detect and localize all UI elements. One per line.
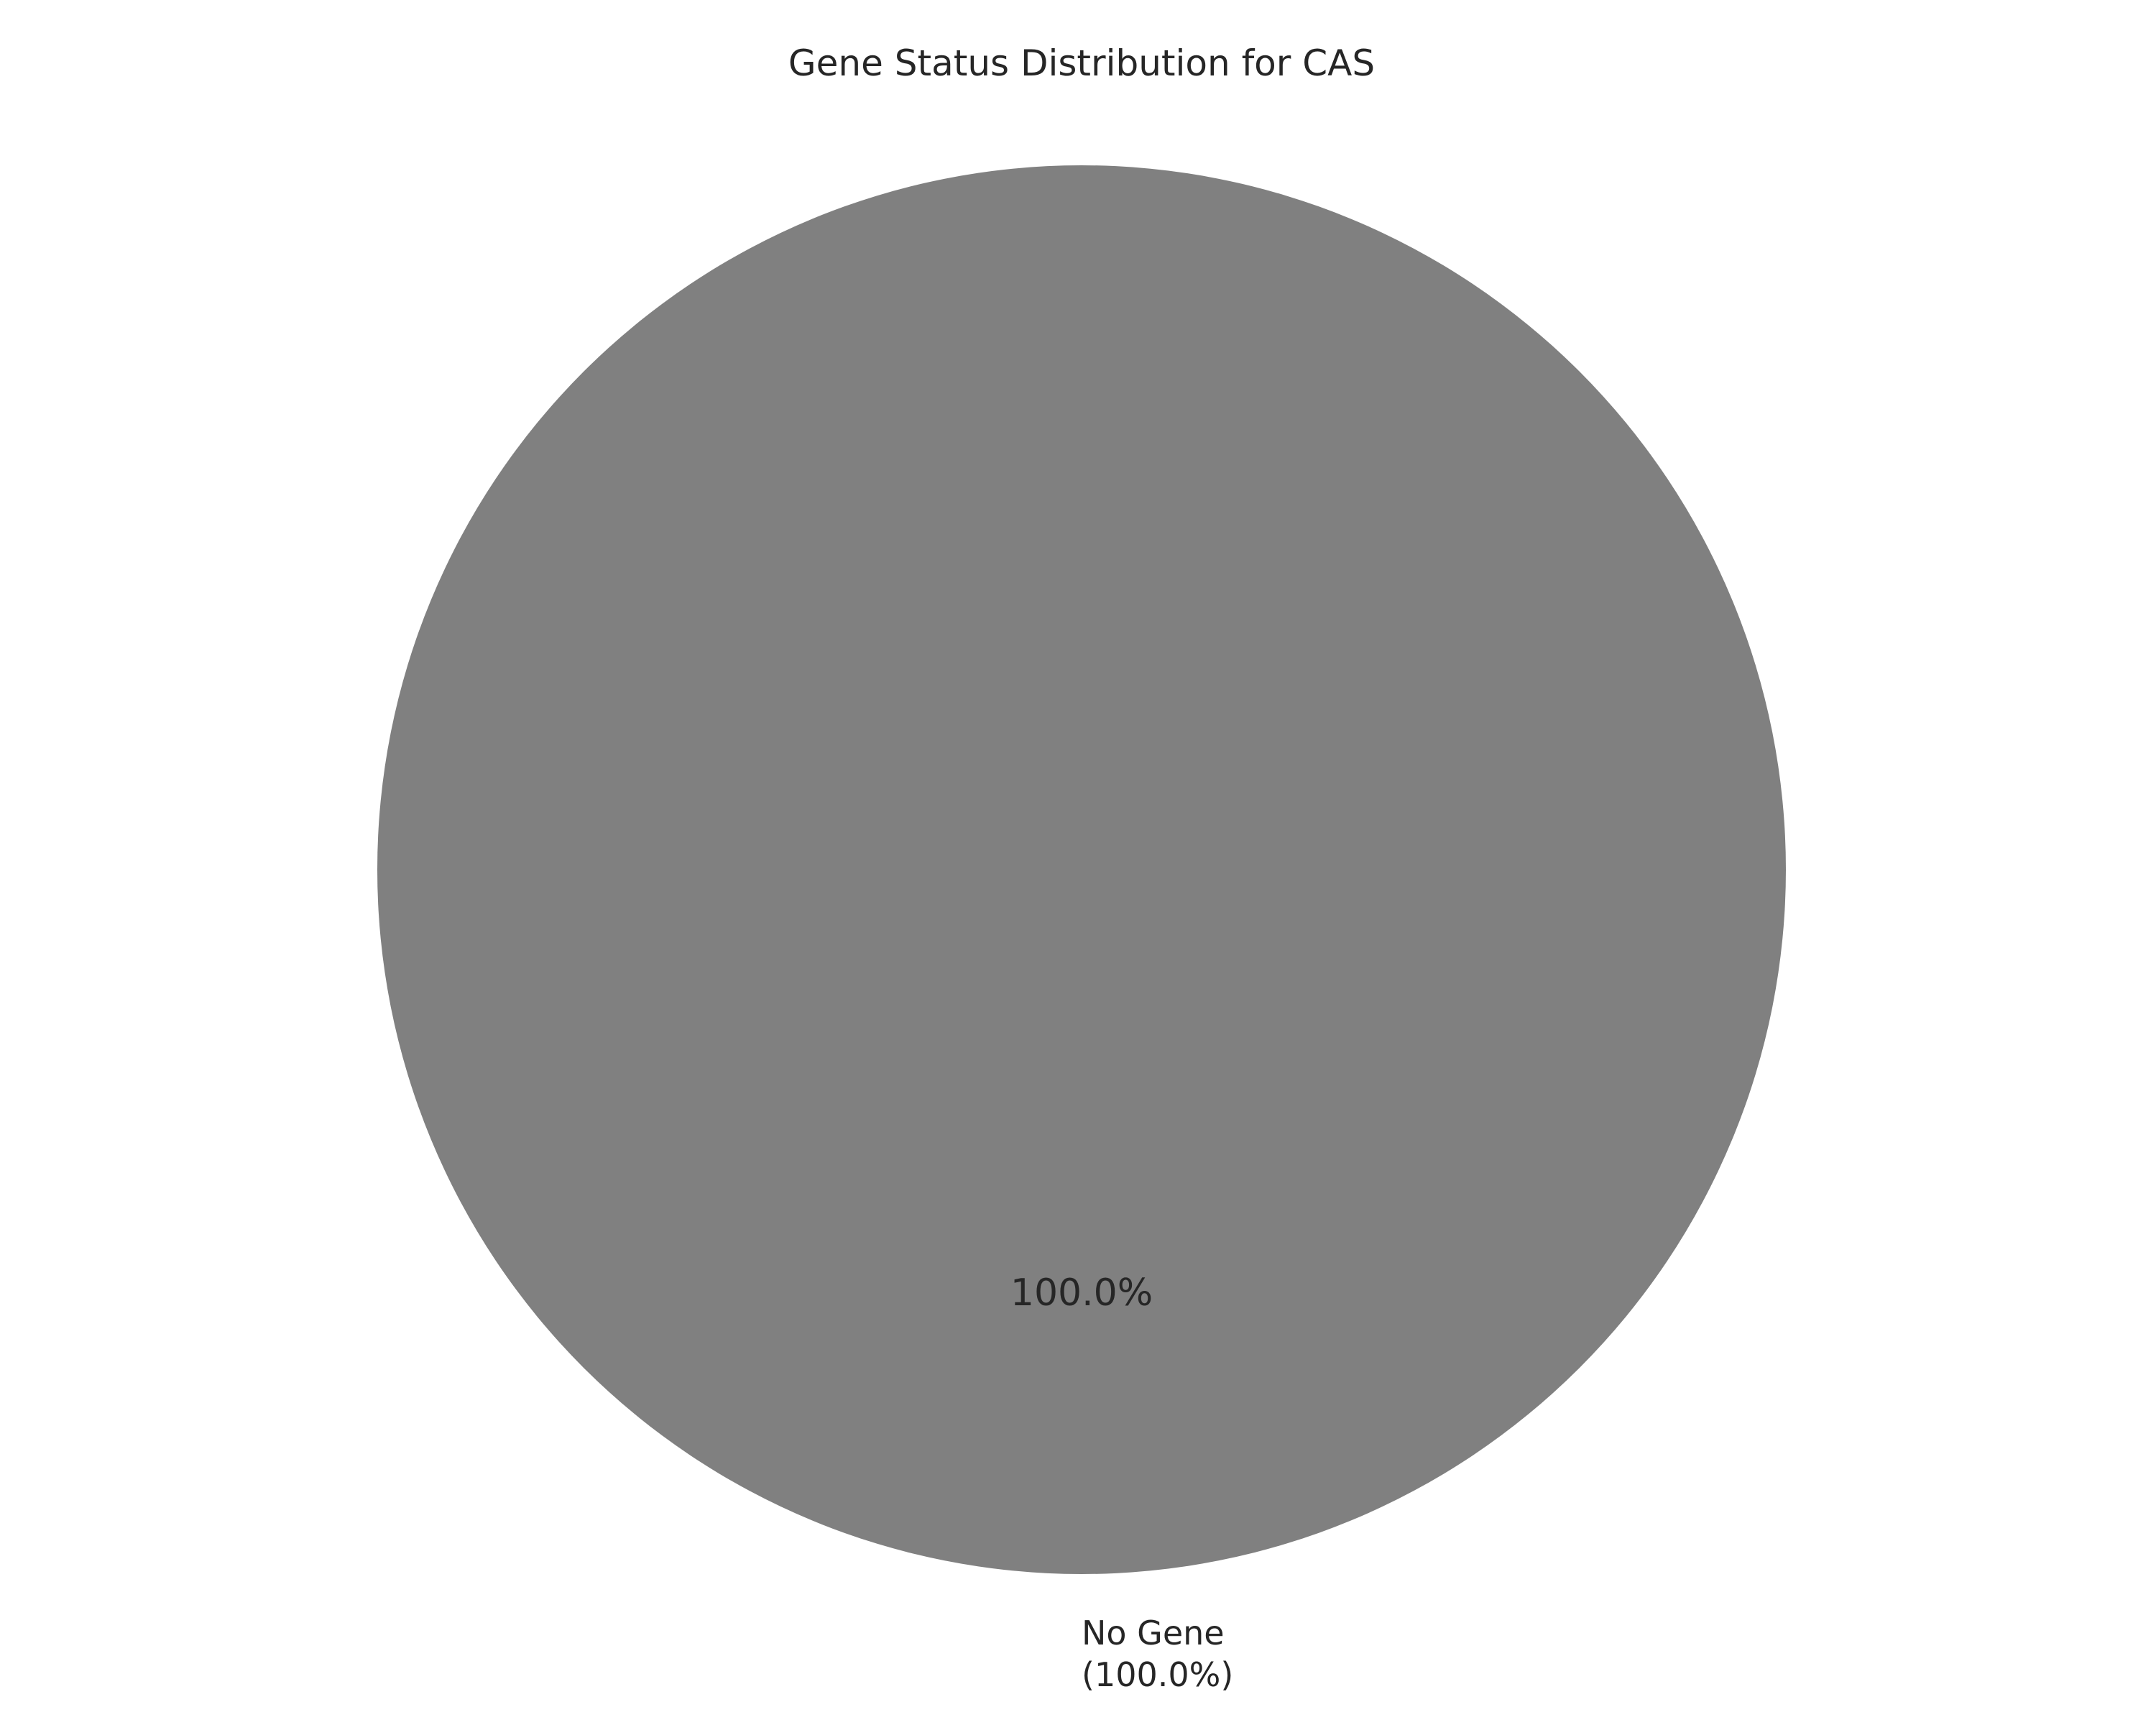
pie-category-name: No Gene — [1082, 1614, 1225, 1652]
chart-title: Gene Status Distribution for CAS — [788, 42, 1375, 84]
pie-slice-no-gene — [377, 165, 1786, 1574]
pie-pct-label: 100.0% — [1010, 1271, 1153, 1315]
pie-category-percent: (100.0%) — [1082, 1655, 1233, 1694]
labels-layer: 100.0% No Gene (100.0%) — [1010, 1271, 1233, 1694]
pie-category-label: No Gene (100.0%) — [1082, 1614, 1233, 1694]
slices-layer — [377, 165, 1786, 1574]
